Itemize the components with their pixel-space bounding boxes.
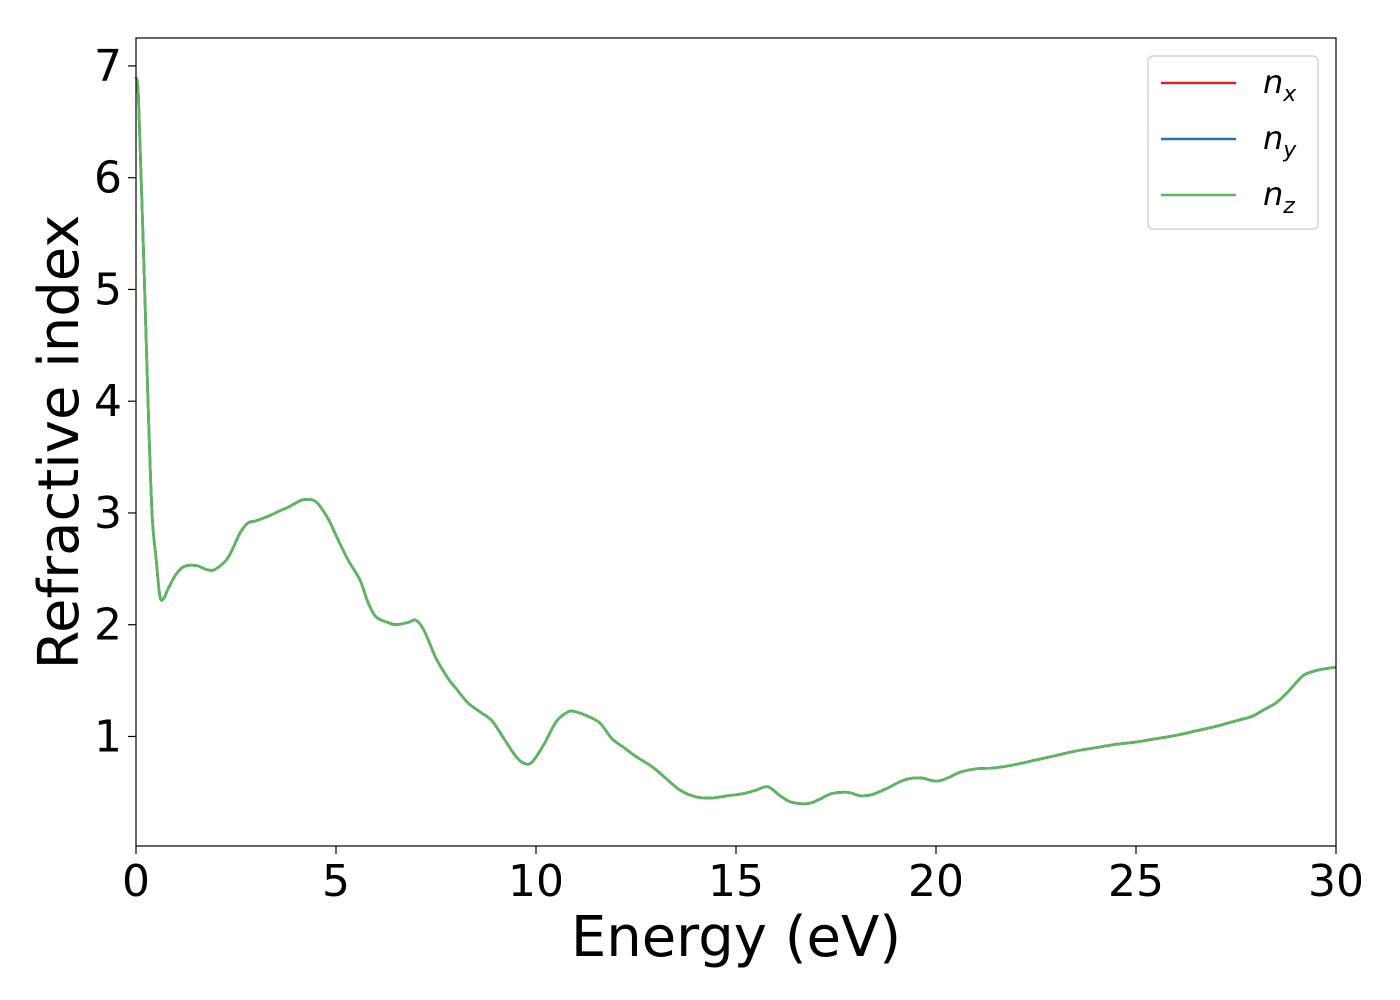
legend-label-n_y: ny — [1263, 119, 1297, 163]
y-tick-label: 7 — [94, 41, 122, 92]
y-tick-label: 3 — [94, 488, 122, 539]
series-line-n_z — [134, 76, 1337, 806]
x-tick-label: 30 — [1308, 856, 1364, 907]
plot-background — [136, 38, 1336, 846]
x-tick-label: 5 — [322, 856, 350, 907]
y-axis-title: Refractive index — [27, 215, 92, 670]
y-tick-label: 6 — [94, 153, 122, 204]
x-tick-label: 20 — [908, 856, 964, 907]
y-tick-label: 5 — [94, 264, 122, 315]
y-axis-ticks: 1 2 3 4 5 6 7 — [94, 41, 136, 762]
legend: nx ny nz — [1147, 55, 1319, 230]
x-tick-label: 25 — [1108, 856, 1164, 907]
y-tick-label: 4 — [94, 376, 122, 427]
x-tick-label: 10 — [508, 856, 564, 907]
x-axis-title: Energy (eV) — [571, 905, 901, 970]
legend-label-n_x: nx — [1263, 63, 1297, 107]
y-tick-label: 2 — [94, 600, 122, 651]
legend-box — [1147, 55, 1319, 230]
y-tick-label: 1 — [94, 711, 122, 762]
x-tick-label: 15 — [708, 856, 764, 907]
x-axis-ticks: 0 5 10 15 20 25 30 — [122, 846, 1364, 907]
x-tick-label: 0 — [122, 856, 150, 907]
series-layer — [134, 76, 1337, 806]
legend-label-n_z: nz — [1263, 175, 1295, 219]
